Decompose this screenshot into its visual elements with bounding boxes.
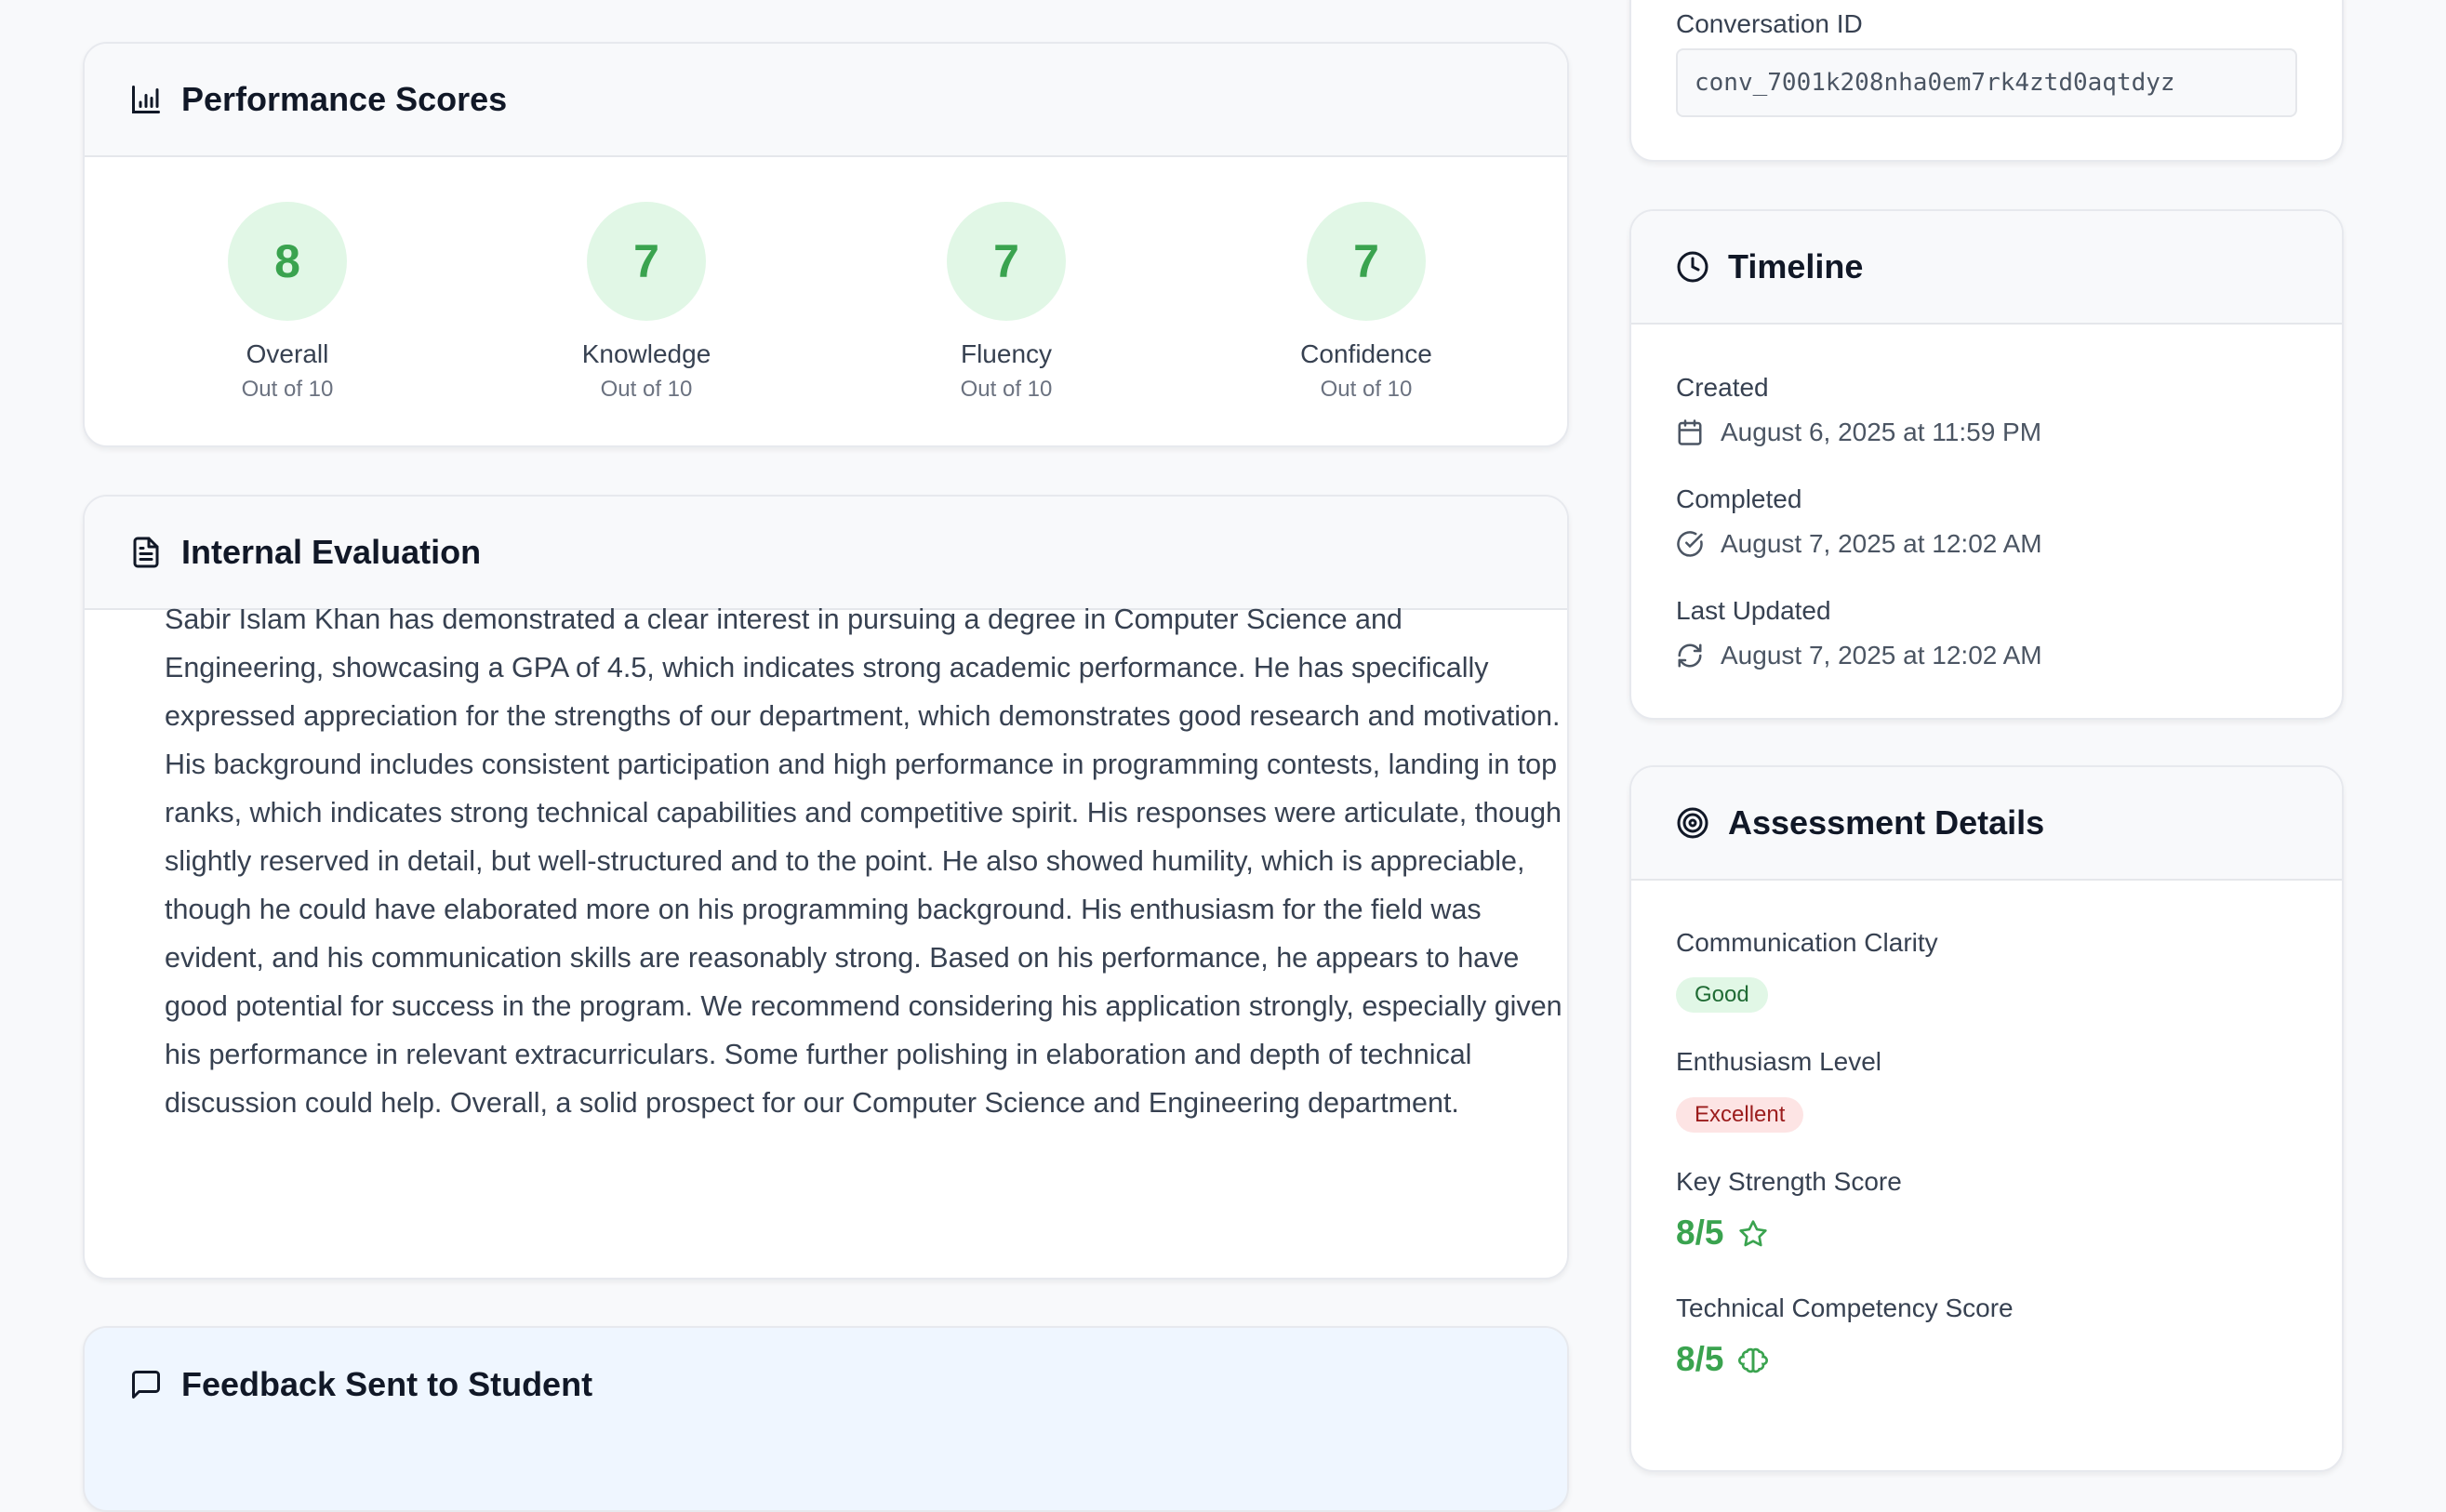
star-icon — [1738, 1218, 1768, 1248]
target-icon — [1676, 806, 1709, 840]
created-value: August 6, 2025 at 11:59 PM — [1721, 418, 2042, 446]
score-circle: 7 — [947, 202, 1066, 321]
score-circle: 7 — [1307, 202, 1426, 321]
internal-evaluation-card: Internal Evaluation Sabir Islam Khan has… — [83, 495, 1569, 1280]
score-label: Knowledge — [581, 339, 711, 368]
key-strength-score: 8/5 — [1676, 1214, 1768, 1253]
score-circle: 8 — [228, 202, 347, 321]
score-confidence: 7 Confidence Out of 10 — [1245, 202, 1487, 403]
completed-value: August 7, 2025 at 12:02 AM — [1721, 529, 2042, 558]
feedback-header: Feedback Sent to Student — [85, 1328, 1567, 1441]
clock-icon — [1676, 250, 1709, 284]
created-date: August 6, 2025 at 11:59 PM — [1676, 418, 2041, 447]
conversation-id-value: conv_7001k208nha0em7rk4ztd0aqtdyz — [1695, 69, 2175, 97]
bar-chart-icon — [129, 83, 163, 116]
score-sub: Out of 10 — [241, 377, 334, 402]
communication-clarity-badge: Good — [1676, 977, 1768, 1013]
communication-clarity-label: Communication Clarity — [1676, 928, 1938, 957]
score-overall: 8 Overall Out of 10 — [166, 202, 408, 403]
assessment-header: Assessment Details — [1631, 767, 2342, 881]
score-label: Fluency — [960, 339, 1053, 368]
message-icon — [129, 1368, 163, 1401]
brain-icon — [1738, 1345, 1769, 1374]
last-updated-label: Last Updated — [1676, 596, 1831, 625]
enthusiasm-level-label: Enthusiasm Level — [1676, 1047, 1882, 1076]
score-circle: 7 — [587, 202, 706, 321]
score-label: Confidence — [1300, 339, 1432, 368]
document-icon — [129, 536, 163, 569]
feedback-card: Feedback Sent to Student — [83, 1326, 1569, 1512]
assessment-card: Assessment Details Communication Clarity… — [1629, 765, 2344, 1472]
card-title: Feedback Sent to Student — [181, 1365, 593, 1403]
evaluation-text: Sabir Islam Khan has demonstrated a clea… — [165, 603, 1562, 1119]
performance-scores-header: Performance Scores — [85, 44, 1567, 157]
technical-competency-label: Technical Competency Score — [1676, 1293, 2014, 1322]
key-strength-label: Key Strength Score — [1676, 1167, 1902, 1196]
completed-label: Completed — [1676, 484, 1802, 513]
conversation-id-label: Conversation ID — [1676, 9, 1863, 38]
score-fluency: 7 Fluency Out of 10 — [885, 202, 1127, 403]
last-updated-value: August 7, 2025 at 12:02 AM — [1721, 641, 2042, 670]
score-sub: Out of 10 — [1320, 377, 1413, 402]
timeline-header: Timeline — [1631, 211, 2342, 325]
conversation-id-field[interactable]: conv_7001k208nha0em7rk4ztd0aqtdyz — [1676, 48, 2297, 117]
card-title: Timeline — [1728, 247, 1864, 285]
internal-evaluation-header: Internal Evaluation — [85, 497, 1567, 610]
card-title: Performance Scores — [181, 80, 508, 118]
timeline-card: Timeline Created August 6, 2025 at 11:59… — [1629, 209, 2344, 720]
check-circle-icon — [1676, 530, 1704, 558]
key-strength-value: 8/5 — [1676, 1214, 1724, 1252]
created-label: Created — [1676, 373, 1769, 402]
conversation-card: Conversation ID conv_7001k208nha0em7rk4z… — [1629, 0, 2344, 162]
performance-scores-card: Performance Scores 8 Overall Out of 10 7… — [83, 42, 1569, 447]
technical-competency-value: 8/5 — [1676, 1340, 1724, 1378]
score-label: Overall — [246, 339, 329, 368]
completed-date: August 7, 2025 at 12:02 AM — [1676, 529, 2042, 559]
last-updated-date: August 7, 2025 at 12:02 AM — [1676, 641, 2042, 670]
score-sub: Out of 10 — [960, 377, 1053, 402]
score-knowledge: 7 Knowledge Out of 10 — [525, 202, 767, 403]
enthusiasm-level-badge: Excellent — [1676, 1097, 1804, 1133]
refresh-icon — [1676, 642, 1704, 670]
card-title: Internal Evaluation — [181, 533, 482, 571]
card-title: Assessment Details — [1728, 803, 2045, 842]
score-sub: Out of 10 — [600, 377, 693, 402]
calendar-icon — [1676, 418, 1704, 446]
technical-competency-score: 8/5 — [1676, 1340, 1769, 1379]
